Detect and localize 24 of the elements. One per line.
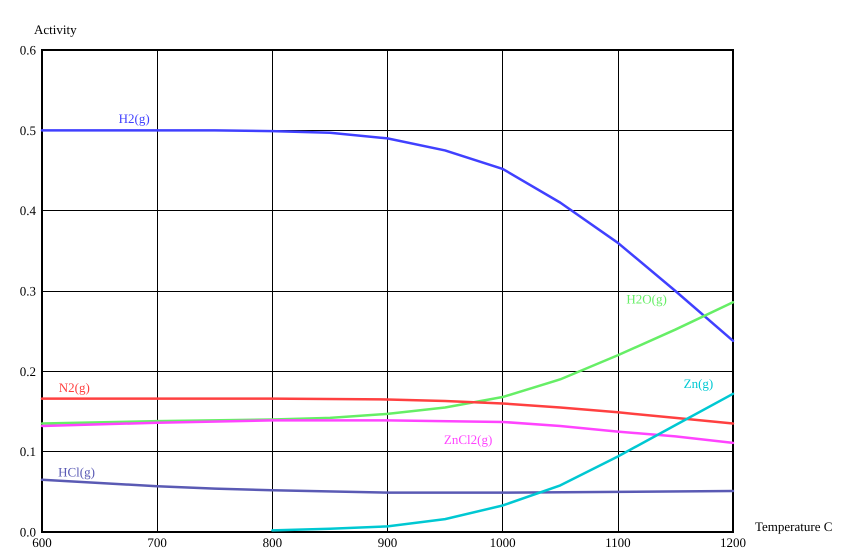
line-series — [271, 392, 734, 532]
x-tick-label: 1200 — [720, 535, 746, 550]
y-tick-label: 0.6 — [20, 42, 36, 58]
x-tick-label: 800 — [262, 535, 282, 550]
series-label: Zn(g) — [684, 376, 714, 391]
line-series — [40, 478, 734, 494]
x-tick-label: 1000 — [490, 535, 516, 550]
series-label: ZnCl2(g) — [444, 432, 492, 448]
line-series — [40, 129, 734, 342]
y-tick-label: 0.2 — [20, 364, 36, 379]
y-tick-label: 0.3 — [20, 284, 36, 298]
y-tick-label: 0.5 — [20, 122, 36, 138]
x-tick-label: 900 — [378, 535, 398, 550]
series-label: HCl(g) — [58, 464, 95, 480]
series-label: H2(g) — [118, 110, 150, 126]
line-series — [40, 397, 734, 425]
x-tick-label: 1100 — [605, 535, 631, 550]
y-tick-label: 0.1 — [20, 444, 36, 460]
series-label: H2O(g) — [626, 292, 667, 307]
x-tick-label: 700 — [147, 535, 167, 550]
y-axis-title: Activity — [34, 22, 78, 37]
x-axis-title: Temperature C — [755, 519, 832, 534]
series-label: N2(g) — [58, 380, 90, 395]
y-tick-label: 0.4 — [20, 203, 36, 218]
